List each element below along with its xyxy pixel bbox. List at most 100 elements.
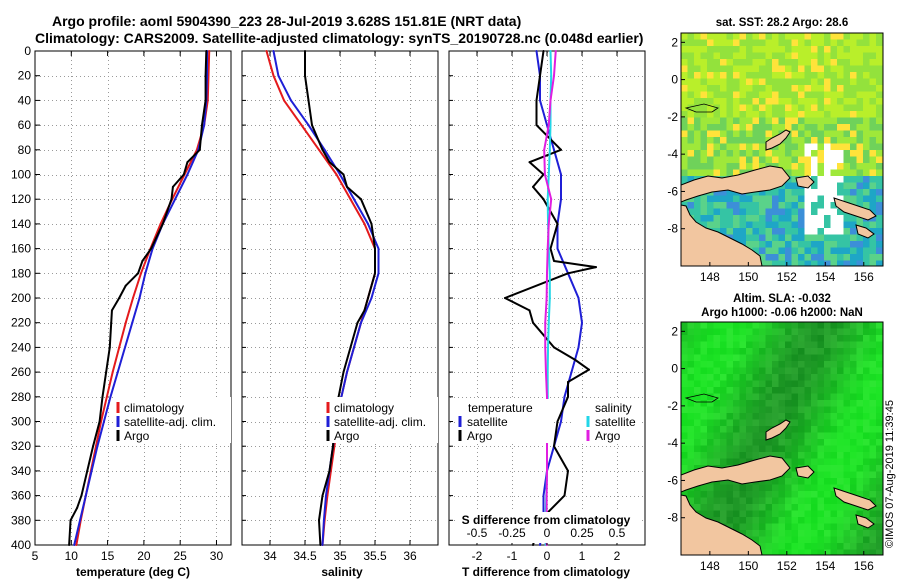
grid-dot [340, 120, 341, 121]
grid-dot [626, 249, 627, 250]
grid-dot [477, 280, 478, 281]
grid-dot [216, 200, 217, 201]
grid-dot [466, 199, 467, 200]
series-segment-satellite-adj-clim- [346, 346, 355, 374]
grid-dot [180, 300, 181, 301]
grid-dot [477, 80, 478, 81]
grid-dot [144, 532, 145, 533]
grid-dot [590, 199, 591, 200]
grid-dot [164, 372, 165, 373]
grid-dot [574, 323, 575, 324]
grid-dot [196, 347, 197, 348]
grid-dot [477, 160, 478, 161]
grid-dot [642, 496, 643, 497]
grid-dot [180, 528, 181, 529]
grid-dot [71, 444, 72, 445]
grid-dot [474, 199, 475, 200]
grid-dot [383, 224, 384, 225]
grid-dot [128, 125, 129, 126]
grid-dot [116, 76, 117, 77]
grid-dot [410, 228, 411, 229]
grid-dot [450, 323, 451, 324]
grid-dot [44, 397, 45, 398]
grid-dot [582, 208, 583, 209]
grid-dot [259, 199, 260, 200]
grid-dot [379, 125, 380, 126]
grid-dot [582, 248, 583, 249]
grid-dot [514, 249, 515, 250]
series-segment-climatology [265, 50, 275, 77]
grid-dot [96, 422, 97, 423]
grid-dot [512, 312, 513, 313]
grid-dot [530, 249, 531, 250]
grid-dot [490, 273, 491, 274]
grid-dot [200, 347, 201, 348]
grid-dot [582, 276, 583, 277]
grid-dot [578, 175, 579, 176]
grid-dot [526, 150, 527, 151]
grid-dot [144, 268, 145, 269]
grid-dot [303, 150, 304, 151]
grid-dot [335, 100, 336, 101]
grid-dot [410, 508, 411, 509]
grid-dot [582, 252, 583, 253]
grid-dot [427, 446, 428, 447]
grid-dot [423, 175, 424, 176]
grid-dot [410, 152, 411, 153]
grid-dot [482, 249, 483, 250]
grid-dot [502, 273, 503, 274]
grid-dot [610, 150, 611, 151]
grid-dot [550, 175, 551, 176]
grid-dot [526, 125, 527, 126]
grid-dot [315, 175, 316, 176]
grid-dot [586, 446, 587, 447]
grid-dot [340, 376, 341, 377]
grid-dot [68, 323, 69, 324]
grid-dot [323, 100, 324, 101]
grid-dot [431, 520, 432, 521]
grid-dot [512, 104, 513, 105]
grid-dot [108, 248, 109, 249]
grid-dot [270, 132, 271, 133]
grid-dot [486, 323, 487, 324]
grid-dot [478, 323, 479, 324]
grid-dot [92, 520, 93, 521]
grid-dot [152, 347, 153, 348]
grid-dot [375, 232, 376, 233]
grid-dot [506, 273, 507, 274]
grid-dot [582, 200, 583, 201]
grid-dot [270, 152, 271, 153]
grid-dot [44, 150, 45, 151]
zero-line-dot [547, 60, 548, 61]
grid-dot [323, 249, 324, 250]
grid-dot [514, 397, 515, 398]
grid-dot [279, 520, 280, 521]
grid-dot [340, 276, 341, 277]
grid-dot [188, 273, 189, 274]
grid-dot [176, 175, 177, 176]
grid-dot [144, 120, 145, 121]
grid-dot [307, 249, 308, 250]
grid-dot [375, 296, 376, 297]
grid-dot [263, 199, 264, 200]
grid-dot [283, 125, 284, 126]
temperature-legend-argo: Argo [124, 429, 150, 443]
grid-dot [92, 323, 93, 324]
grid-dot [582, 232, 583, 233]
grid-dot [534, 347, 535, 348]
grid-dot [458, 199, 459, 200]
grid-dot [305, 348, 306, 349]
grid-dot [582, 56, 583, 57]
grid-dot [305, 440, 306, 441]
grid-dot [44, 199, 45, 200]
series-segment-argo [321, 148, 331, 164]
grid-dot [140, 249, 141, 250]
grid-dot [383, 298, 384, 299]
grid-dot [44, 446, 45, 447]
grid-dot [490, 249, 491, 250]
grid-dot [305, 328, 306, 329]
grid-dot [140, 471, 141, 472]
grid-dot [220, 224, 221, 225]
grid-dot [617, 188, 618, 189]
grid-dot [550, 446, 551, 447]
